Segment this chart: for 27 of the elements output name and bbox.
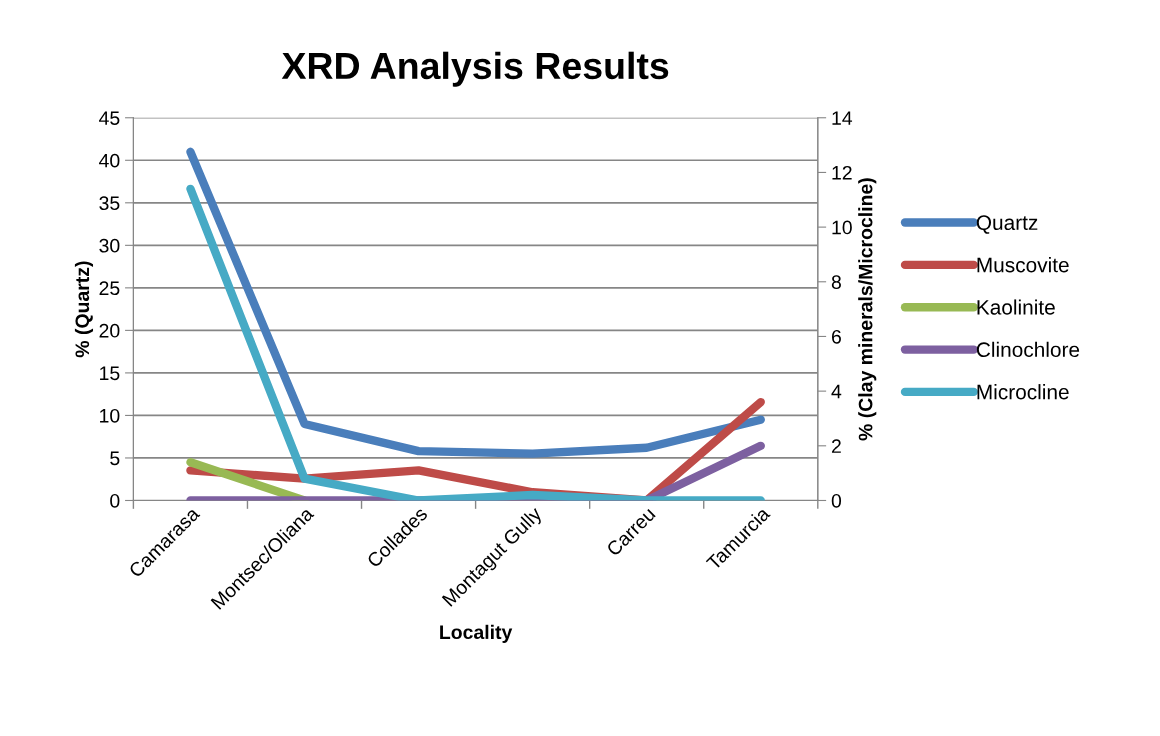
- y2-axis-title: % (Clay minerals/Microcline): [858, 178, 877, 441]
- y2-tick-label: 14: [832, 111, 853, 125]
- y-axis-title: % (Quartz): [74, 261, 94, 358]
- y2-tick-label: 6: [831, 329, 841, 344]
- y2-tick-label: 4: [831, 384, 842, 399]
- y-tick-label: 15: [100, 366, 120, 381]
- y2-tick-label: 2: [831, 439, 841, 453]
- y2-tick-label: 0: [831, 493, 842, 508]
- y-tick-label: 0: [110, 493, 120, 508]
- y-tick-label: 10: [100, 408, 120, 423]
- legend-label: Muscovite: [977, 257, 1069, 273]
- y2-tick-label: 12: [832, 165, 852, 180]
- y-tick-label: 35: [99, 196, 120, 211]
- y2-tick-label: 8: [831, 275, 841, 290]
- y-tick-label: 45: [99, 111, 120, 125]
- legend-label: Quartz: [976, 215, 1038, 234]
- legend-label: Kaolinite: [977, 299, 1055, 315]
- x-axis-title: Locality: [440, 624, 513, 643]
- y-tick-label: 25: [99, 281, 120, 296]
- y-tick-label: 20: [99, 323, 120, 338]
- legend-label: Microcline: [977, 384, 1069, 400]
- y2-tick-label: 10: [832, 220, 852, 235]
- y-tick-label: 30: [99, 238, 120, 253]
- legend-label: Clinochlore: [976, 341, 1080, 358]
- y-tick-label: 5: [110, 451, 120, 466]
- y-tick-label: 40: [99, 153, 120, 168]
- chart-title: XRD Analysis Results: [281, 51, 669, 87]
